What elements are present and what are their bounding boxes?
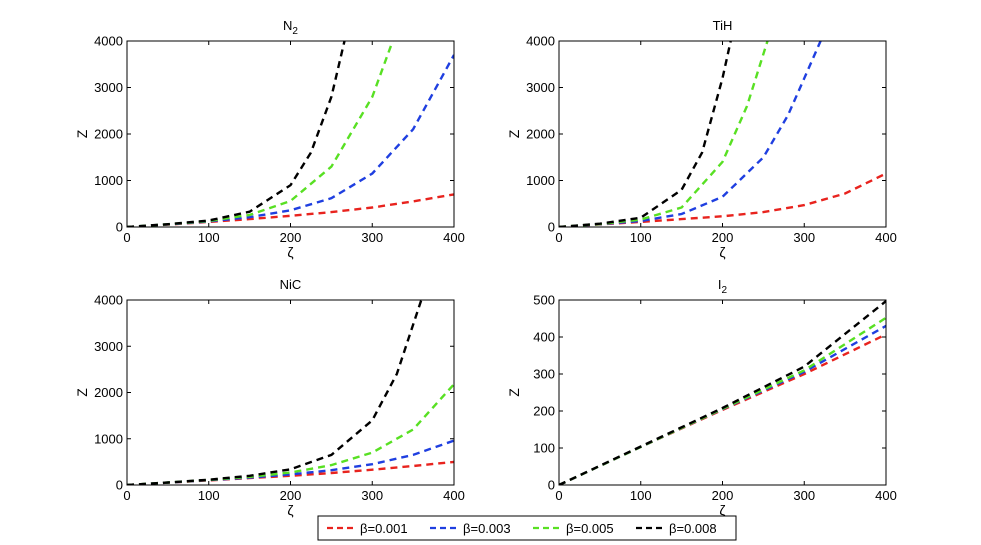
x-tick-label-2-2: 200 [280, 488, 302, 503]
axes-frame-1 [558, 40, 887, 228]
series-line-1-3 [559, 41, 732, 227]
subplot-3: 0 100 200 300 400 0 100 200 300 400 500 ζ Z I2 [506, 277, 897, 518]
y-tick-label-0-3: 3000 [94, 80, 123, 95]
x-tick-label-1-4: 400 [875, 230, 897, 245]
chart-title-1: TiH [713, 18, 733, 33]
y-tick-label-3-3: 300 [533, 367, 555, 382]
y-tick-label-0-4: 4000 [94, 34, 123, 49]
y-tick-label-1-3: 3000 [526, 80, 555, 95]
y-axis-label-0: Z [74, 129, 90, 138]
y-tick-label-2-3: 3000 [94, 339, 123, 354]
x-tick-label-0-0: 0 [123, 230, 130, 245]
x-tick-label-3-2: 200 [712, 488, 734, 503]
y-tick-label-3-2: 200 [533, 404, 555, 419]
x-tick-label-0-1: 100 [198, 230, 220, 245]
x-axis-label-3: ζ [719, 502, 725, 518]
x-tick-label-0-3: 300 [361, 230, 383, 245]
x-tick-label-2-3: 300 [361, 488, 383, 503]
y-tick-label-1-1: 1000 [526, 173, 555, 188]
series-line-0-2 [127, 41, 394, 227]
x-axis-label-1: ζ [719, 244, 725, 260]
legend-box [317, 515, 737, 541]
x-tick-label-3-0: 0 [555, 488, 562, 503]
legend-label-0: β=0.001 [360, 521, 408, 536]
legend-label-3: β=0.008 [669, 521, 717, 536]
y-tick-label-3-4: 400 [533, 330, 555, 345]
y-axis-label-3: Z [506, 388, 522, 397]
axes-frame-0 [126, 40, 455, 228]
series-line-0-3 [127, 41, 346, 227]
chart-title-3: I2 [718, 277, 728, 296]
chart-title-0: N2 [283, 18, 298, 37]
series-line-1-0 [559, 172, 886, 227]
series-line-2-3 [127, 300, 423, 485]
y-tick-label-1-4: 4000 [526, 34, 555, 49]
x-tick-label-1-2: 200 [712, 230, 734, 245]
series-line-2-1 [127, 439, 454, 485]
legend: β=0.001 β=0.003 β=0.005 β=0.008 [317, 515, 737, 541]
series-line-3-2 [559, 316, 886, 485]
series-line-2-2 [127, 383, 454, 485]
y-tick-label-3-1: 100 [533, 441, 555, 456]
x-tick-label-0-2: 200 [280, 230, 302, 245]
x-tick-label-2-4: 400 [443, 488, 465, 503]
x-tick-label-2-1: 100 [198, 488, 220, 503]
y-axis-label-2: Z [74, 388, 90, 397]
series-line-3-3 [559, 300, 886, 485]
y-tick-label-2-0: 0 [116, 478, 123, 493]
x-axis-label-0: ζ [287, 244, 293, 260]
y-tick-label-0-1: 1000 [94, 173, 123, 188]
legend-label-2: β=0.005 [566, 521, 614, 536]
x-tick-label-3-3: 300 [793, 488, 815, 503]
y-tick-label-0-0: 0 [116, 220, 123, 235]
y-tick-label-0-2: 2000 [94, 127, 123, 142]
y-tick-label-2-4: 4000 [94, 293, 123, 308]
y-tick-label-3-0: 0 [548, 478, 555, 493]
series-line-0-1 [127, 54, 454, 227]
x-tick-label-2-0: 0 [123, 488, 130, 503]
series-line-1-2 [559, 41, 769, 227]
y-tick-label-2-1: 1000 [94, 431, 123, 446]
y-tick-label-2-2: 2000 [94, 385, 123, 400]
series-line-0-0 [127, 193, 454, 227]
y-tick-label-1-0: 0 [548, 220, 555, 235]
x-tick-label-0-4: 400 [443, 230, 465, 245]
x-tick-label-3-1: 100 [630, 488, 652, 503]
x-tick-label-1-0: 0 [555, 230, 562, 245]
axes-frame-3 [558, 299, 887, 486]
legend-label-1: β=0.003 [463, 521, 511, 536]
y-tick-label-1-2: 2000 [526, 127, 555, 142]
x-axis-label-2: ζ [287, 502, 293, 518]
x-tick-label-1-1: 100 [630, 230, 652, 245]
x-tick-label-3-4: 400 [875, 488, 897, 503]
y-axis-label-1: Z [506, 129, 522, 138]
chart-title-2: NiC [280, 277, 302, 292]
x-tick-label-1-3: 300 [793, 230, 815, 245]
y-tick-label-3-5: 500 [533, 293, 555, 308]
